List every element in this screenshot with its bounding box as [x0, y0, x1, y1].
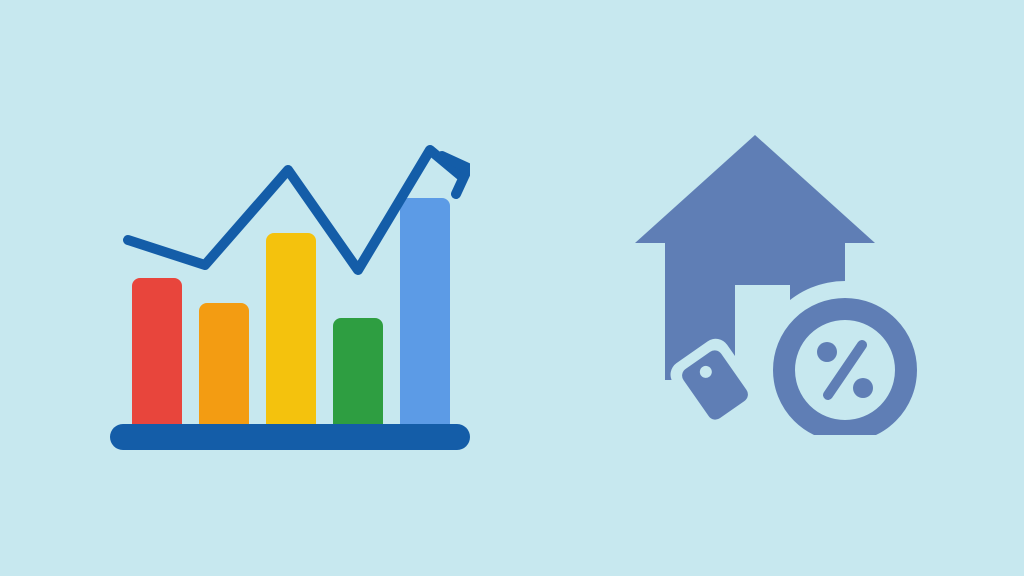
infographic-canvas [0, 0, 1024, 576]
house-percent-icon [630, 135, 930, 435]
trend-line [110, 130, 470, 450]
bar-chart-icon [110, 130, 470, 450]
